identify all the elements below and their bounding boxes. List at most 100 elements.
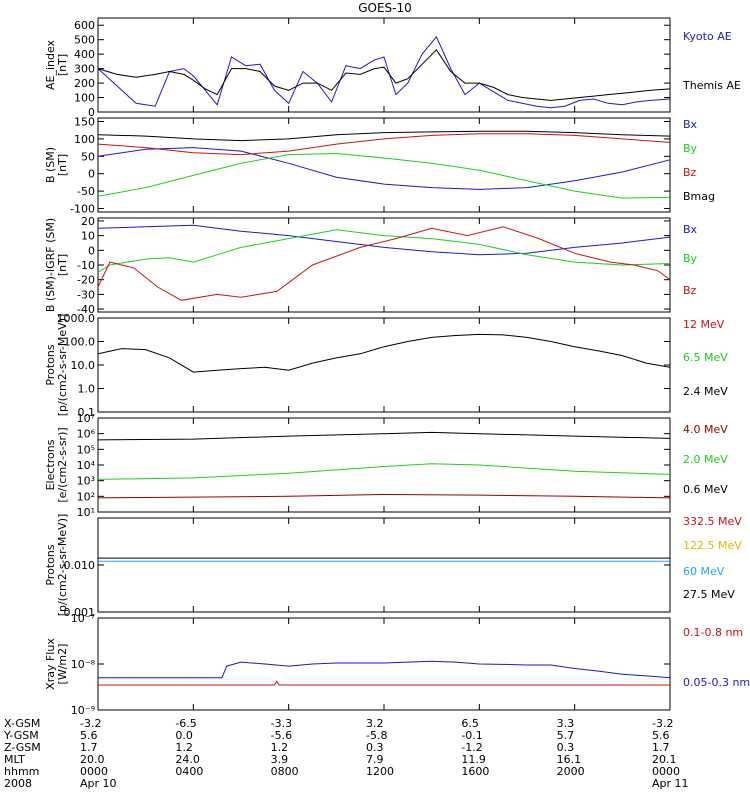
ephemeris-value: 0400 [175, 765, 204, 778]
ephemeris-value: 3.9 [270, 753, 289, 766]
y-tick-label: 10 [81, 230, 95, 243]
y-tick-label: -40 [77, 303, 95, 316]
ephemeris-row: Y-GSM 5.6 0.0 -5.6 -5.8 -0.1 5.7 5.6 [0, 730, 750, 742]
legend-label: Themis AE [682, 79, 741, 92]
series-line [97, 229, 671, 273]
y-axis-label: Xray Flux[W/m2] [44, 638, 69, 690]
y-tick-label: 0.001 [64, 606, 96, 619]
y-tick-label: 0 [88, 168, 95, 181]
ephemeris-value: 1200 [366, 765, 394, 778]
ephemeris-value: -3.2 [80, 717, 102, 730]
y-axis-label: AE_index[nT] [44, 39, 69, 90]
y-tick-label: 1000.0 [57, 312, 96, 325]
series-line [98, 660, 671, 679]
ephemeris-value: 3.3 [556, 717, 575, 730]
series-line [97, 130, 671, 142]
panel-bsm: -100 -50 0 50 100 150 B (SM)[nT] Bx By Bz Bmag [44, 115, 715, 215]
series-line [97, 333, 671, 373]
ephemeris-label: X-GSM [4, 717, 41, 730]
y-tick-label: 150 [74, 115, 95, 128]
legend-label: Kyoto AE [683, 30, 732, 43]
panel-frame [97, 17, 671, 113]
ephemeris-label: MLT [4, 753, 25, 766]
ephemeris-label: Y-GSM [4, 729, 39, 742]
panel-electrons: 10¹ 10² 10³ 10⁴ 10⁵ 10⁶ 10⁷ Electrons[e/(cm2-s-… [44, 412, 728, 519]
legend-label: Bmag [683, 190, 715, 203]
series-line [97, 226, 671, 301]
ephemeris-value: 3.2 [366, 717, 384, 730]
ephemeris-value: 5.6 [652, 729, 670, 742]
panel-frame [97, 417, 671, 513]
y-tick-label: 10.0 [71, 359, 96, 372]
ephemeris-value: 5.7 [556, 729, 575, 742]
legend-label: 0.05-0.3 nm [683, 676, 750, 689]
ephemeris-value: 16.1 [556, 753, 582, 766]
y-tick-label: -30 [77, 288, 95, 301]
legend-label: By [683, 142, 698, 155]
y-tick-label: 0.1 [78, 406, 96, 419]
y-tick-label: 100 [74, 133, 95, 146]
y-tick-label: -10 [77, 259, 95, 272]
plot-title: GOES-10 [358, 1, 412, 15]
panel-frame [97, 217, 671, 313]
y-tick-label: 10² [77, 490, 95, 503]
ephemeris-value: 0.3 [556, 741, 575, 754]
legend-label: 332.5 MeV [683, 515, 742, 528]
series-line [97, 463, 671, 480]
y-tick-label: 10⁻⁸ [71, 658, 96, 671]
ephemeris-value: 20.0 [80, 753, 105, 766]
y-tick-label: 0.010 [64, 559, 96, 572]
y-tick-label: 100.0 [64, 336, 96, 349]
ephemeris-value: 1.2 [175, 741, 193, 754]
ephemeris-value: 11.9 [461, 753, 486, 766]
ephemeris-value: 0000 [652, 765, 680, 778]
ephemeris-value: 1.7 [652, 741, 670, 754]
legend-label: 27.5 MeV [683, 588, 735, 601]
y-axis-label: Protons[p/(cm2-s-sr-MeV)] [44, 314, 69, 417]
y-tick-label: 300 [74, 63, 95, 76]
y-tick-label: 10⁶ [77, 428, 96, 441]
legend-label: Bx [683, 118, 698, 131]
ephemeris-value: 0.0 [175, 729, 193, 742]
ephemeris-value: Apr 10 [80, 777, 117, 790]
ephemeris-value: Apr 11 [652, 777, 689, 790]
y-tick-label: -100 [70, 203, 95, 216]
series-line [98, 680, 670, 686]
y-tick-label: 10⁵ [77, 443, 95, 456]
series-line [97, 431, 671, 441]
y-tick-label: 10⁻⁷ [71, 612, 95, 625]
panel-bigrf: -40 -30-20 -10 010 20 B (SM)-IGRF (SM)[nT] Bx B… [44, 215, 698, 316]
ephemeris-value: 7.9 [366, 753, 384, 766]
y-axis-label: Electrons[e/(cm2-s-sr)] [44, 427, 69, 502]
panel-frame [97, 517, 671, 613]
series-line [97, 133, 671, 156]
y-tick-label: -50 [77, 185, 95, 198]
series-line [97, 493, 671, 499]
ephemeris-value: -1.2 [461, 741, 483, 754]
legend-label: Bz [683, 284, 697, 297]
panel-protons1: 0.1 1.0 10.0 100.0 1000.0Protons[p/(cm2-s-sr… [44, 312, 728, 419]
ephemeris-value: -3.2 [652, 717, 674, 730]
y-tick-label: 200 [74, 77, 95, 90]
y-tick-label: 500 [74, 34, 95, 47]
ephemeris-label: hhmm [4, 765, 40, 778]
ephemeris-value: 2000 [556, 765, 585, 778]
y-tick-label: 10⁷ [77, 412, 95, 425]
series-line [97, 152, 671, 199]
ephemeris-value: 1600 [461, 765, 490, 778]
legend-label: Bx [683, 223, 698, 236]
ephemeris-row: Z-GSM 1.7 1.2 1.2 0.3 -1.2 0.3 1.7 [0, 742, 750, 754]
legend-label: 12 MeV [683, 318, 725, 331]
ephemeris-row: 2008 Apr 10 Apr 11 [0, 778, 750, 790]
y-tick-label: 0 [88, 244, 95, 257]
legend-label: 2.0 MeV [683, 453, 728, 466]
ephemeris-value: 0000 [80, 765, 108, 778]
y-tick-label: 100 [74, 92, 95, 105]
y-axis-label: Protons[p/(cm2-s-sr-MeV)] [44, 514, 69, 617]
series-line [97, 224, 671, 256]
y-tick-label: 0 [88, 106, 95, 119]
ephemeris-value: -3.3 [270, 717, 293, 730]
